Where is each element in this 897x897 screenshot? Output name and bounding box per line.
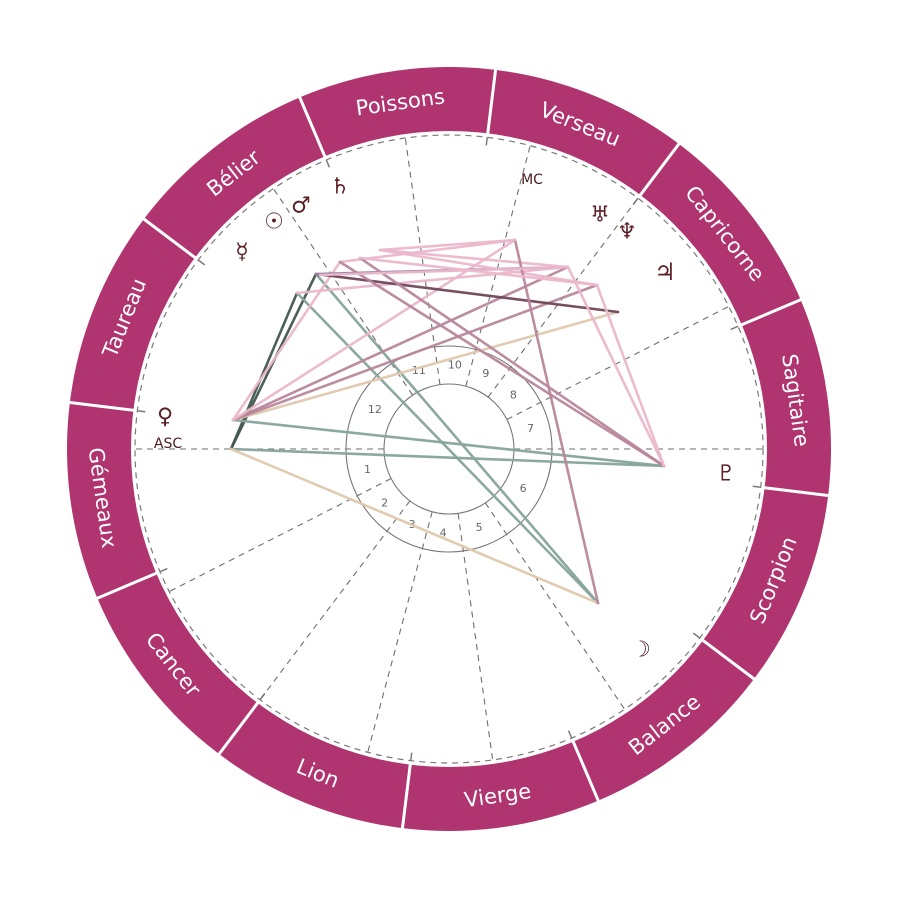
house-cusp — [259, 500, 411, 701]
aspect-line-plum — [314, 272, 620, 314]
degree-tick — [325, 159, 331, 168]
house-cusp — [465, 145, 531, 387]
aspect-line-sand — [231, 310, 620, 422]
sign-divider — [571, 740, 601, 803]
uranus-icon: ♅ — [590, 203, 610, 228]
sign-divider — [400, 763, 412, 830]
degree-tick — [567, 730, 573, 739]
aspect-line-sand — [229, 447, 600, 605]
saturne-icon: ♄ — [330, 175, 350, 200]
degree-tick — [409, 752, 413, 761]
sign-divider — [638, 142, 681, 197]
house-number-1: 1 — [364, 463, 371, 476]
pluton-icon: ♇ — [716, 462, 736, 487]
aspect-line-mauve — [231, 283, 599, 422]
house-number-7: 7 — [527, 422, 534, 435]
house-cusp — [367, 511, 433, 753]
aspect-line-teal — [314, 272, 600, 605]
aspect-line-pink — [318, 265, 570, 277]
sign-divider — [701, 638, 756, 681]
house-cusp — [484, 502, 626, 710]
house-cusp — [457, 513, 494, 761]
aspect-line-mauve — [338, 260, 666, 468]
sign-divider — [68, 400, 135, 412]
house-cusp — [168, 478, 392, 593]
house-number-5: 5 — [476, 521, 483, 534]
sign-divider — [740, 297, 803, 327]
house-number-2: 2 — [381, 496, 388, 509]
mars-icon: ♂ — [291, 194, 311, 219]
aspect-line-mauve — [513, 238, 600, 605]
sign-dividers — [68, 68, 830, 830]
aspect-line-pink — [358, 256, 599, 287]
house-number-10: 10 — [448, 359, 462, 372]
degree-tick — [752, 485, 761, 489]
sign-divider — [95, 571, 158, 601]
sign-divider — [142, 217, 197, 260]
aspect-line-darkgreen — [229, 291, 299, 451]
aspect-line-pink — [566, 265, 666, 468]
house-cusp — [506, 305, 730, 420]
aspect-line-teal — [229, 447, 666, 468]
aspect-line-pink — [378, 248, 599, 287]
jupiter-icon: ♃ — [654, 258, 676, 286]
degree-tick — [197, 259, 206, 266]
venus-icon: ♀ — [157, 405, 173, 430]
degree-tick — [485, 137, 489, 146]
mercure-icon: ☿ — [235, 240, 249, 265]
degree-tick — [137, 409, 146, 413]
sign-divider — [486, 68, 498, 135]
house-number-4: 4 — [440, 526, 447, 539]
house-number-12: 12 — [368, 403, 382, 416]
mc-label: MC — [521, 172, 543, 188]
soleil-icon: ☉ — [264, 210, 284, 235]
asc-label: ASC — [154, 436, 182, 452]
aspect-line-teal — [231, 418, 666, 468]
aspect-line-pink — [231, 260, 342, 422]
aspect-line-teal — [295, 291, 600, 605]
sign-divider — [297, 95, 327, 158]
aspect-line-mauve — [358, 256, 666, 468]
planet-glyphs: ☿ ☉ ♂ ♄ ♅ ♆ ♃ ♀ ♇ ☽ — [157, 175, 736, 663]
zodiac-inner-circle — [134, 134, 764, 764]
house-cusp — [272, 188, 414, 396]
house-ring-outer — [345, 345, 553, 553]
aspect-line-pink — [378, 238, 517, 252]
lune-icon: ☽ — [631, 638, 651, 663]
angle-labels: ASC MC — [154, 172, 543, 452]
aspect-line-mauve — [231, 265, 570, 422]
house-number-8: 8 — [510, 389, 517, 402]
degree-tick — [730, 325, 739, 331]
sign-divider — [217, 701, 260, 756]
neptune-icon: ♆ — [617, 220, 637, 245]
house-number-9: 9 — [482, 367, 489, 380]
degree-tick — [159, 567, 168, 573]
house-cusp — [404, 137, 441, 385]
degree-tick — [692, 632, 701, 639]
sign-divider — [763, 486, 830, 498]
aspect-line-pink — [378, 248, 570, 269]
aspect-lines — [229, 238, 666, 605]
house-number-6: 6 — [520, 482, 527, 495]
aspect-line-pink — [595, 283, 666, 468]
